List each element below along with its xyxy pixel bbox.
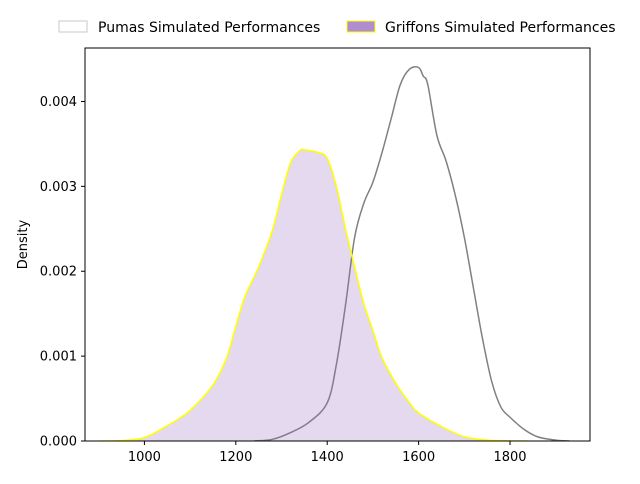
y-tick-label: 0.004 [40, 95, 77, 110]
y-tick-label: 0.000 [40, 435, 77, 450]
x-axis: 1000 1200 1400 1600 1800 [128, 441, 527, 465]
y-tick-label: 0.001 [40, 350, 77, 365]
series-line-griffons [98, 148, 529, 441]
series-line-pumas [254, 66, 570, 441]
x-tick-label: 1400 [311, 450, 344, 465]
series-area-griffons [98, 149, 529, 441]
y-axis-label: Density [16, 219, 31, 269]
y-tick-label: 0.002 [40, 265, 77, 280]
x-tick-label: 1200 [219, 450, 252, 465]
x-tick-label: 1000 [128, 450, 161, 465]
legend-label-griffons: Griffons Simulated Performances [385, 20, 616, 36]
x-tick-label: 1600 [402, 450, 435, 465]
plot-frame [84, 47, 591, 442]
legend-swatch-griffons [346, 20, 376, 33]
series-layer [98, 66, 570, 441]
legend-label-pumas: Pumas Simulated Performances [98, 20, 320, 36]
legend: Pumas Simulated Performances Griffons Si… [58, 20, 616, 36]
y-tick-label: 0.003 [40, 180, 77, 195]
y-axis: 0.000 0.001 0.002 0.003 0.004 [40, 95, 85, 450]
legend-swatch-pumas [58, 20, 88, 33]
x-tick-label: 1800 [493, 450, 526, 465]
